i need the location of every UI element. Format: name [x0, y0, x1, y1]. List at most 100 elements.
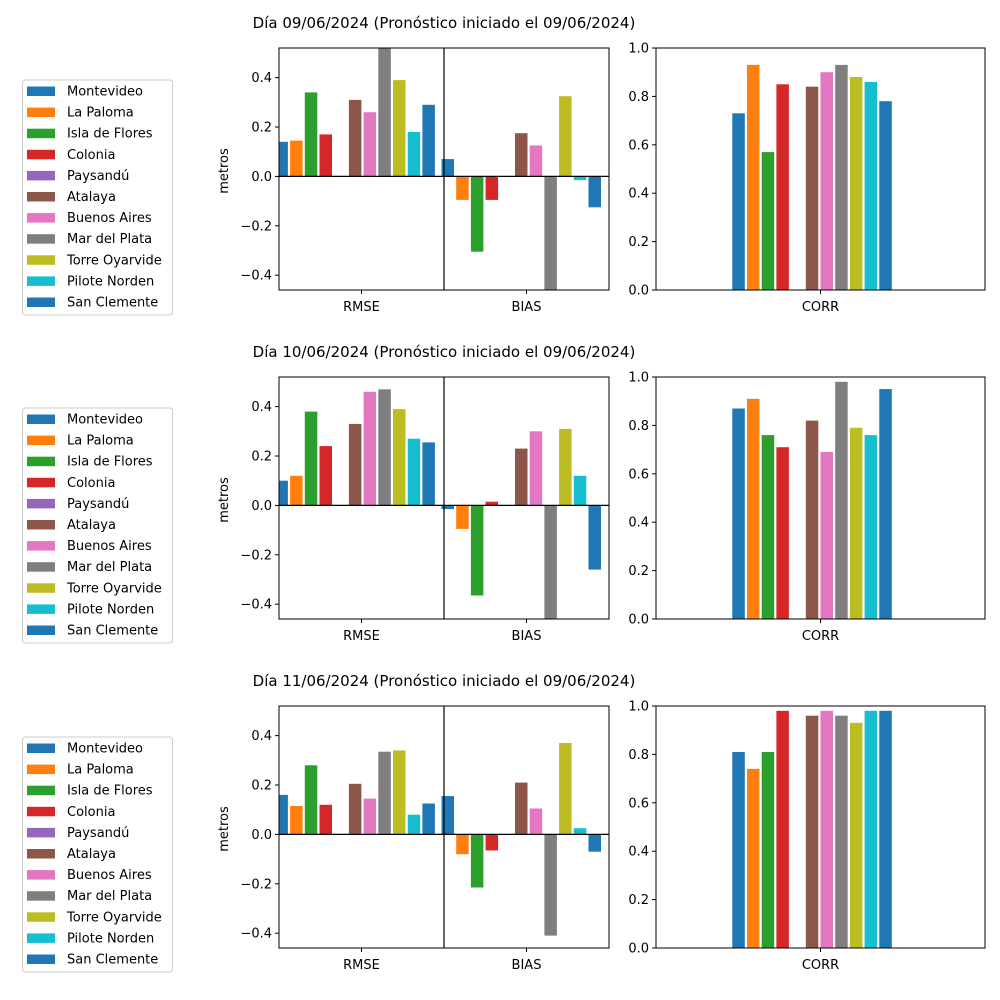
bias-bar-montevideo: [441, 505, 454, 510]
error-ytick-label: 0.4: [251, 400, 272, 415]
legend-label: Torre Oyarvide: [66, 253, 162, 268]
rmse-bar-la-paloma: [290, 140, 303, 177]
legend: Montevideo La Paloma Isla de Flores Colonia…: [22, 79, 173, 316]
rmse-bar-torre-oyarvide: [393, 80, 406, 177]
legend-label: Mar del Plata: [67, 889, 152, 904]
corr-bar-pilote-norden: [864, 710, 878, 948]
legend-swatch: [27, 276, 55, 286]
bias-bar-isla-de-flores: [470, 505, 484, 596]
legend-label: Pilote Norden: [67, 602, 154, 617]
bias-bar-buenos-aires: [529, 808, 543, 835]
legend-swatch: [27, 107, 55, 118]
xtick-label-rmse: RMSE: [343, 958, 380, 973]
legend-swatch: [27, 498, 55, 509]
corr-bar-mar-del-plata: [835, 381, 848, 619]
bias-bar-san-clemente: [588, 505, 601, 570]
xtick-label-bias: BIAS: [512, 300, 542, 315]
legend-swatch: [27, 297, 55, 307]
rmse-bar-mar-del-plata: [378, 751, 391, 835]
error-ytick-label: −0.2: [240, 548, 272, 563]
rmse-bar-buenos-aires: [363, 798, 377, 835]
legend-swatch: [27, 435, 55, 446]
legend-swatch: [27, 562, 55, 572]
legend-frame: [22, 736, 173, 973]
bias-bar-buenos-aires: [529, 431, 543, 506]
legend-swatch: [27, 933, 55, 943]
corr-bars: [732, 64, 892, 290]
legend-swatch: [27, 785, 55, 796]
bias-bar-isla-de-flores: [470, 834, 484, 888]
legend-label: Colonia: [67, 805, 115, 820]
xtick-label-corr: CORR: [802, 629, 839, 644]
corr-bar-atalaya: [805, 86, 819, 290]
rmse-bar-torre-oyarvide: [393, 750, 406, 835]
corr-ytick-label: 0.4: [628, 187, 649, 202]
legend-swatch: [27, 414, 55, 424]
error-ytick-label: 0.0: [251, 828, 272, 843]
subplot-1: Día 09/06/2024 (Pronóstico iniciado el 0…: [22, 14, 986, 316]
legend-label: Pilote Norden: [67, 274, 154, 289]
legend-swatch: [27, 625, 55, 635]
corr-ytick-label: 0.0: [628, 613, 649, 628]
corr-ytick-label: 0.0: [628, 284, 649, 299]
legend-label: Paysandú: [67, 826, 129, 841]
corr-ytick-label: 0.4: [628, 845, 649, 860]
legend-label: Isla de Flores: [67, 784, 153, 799]
error-axes-frame: [278, 376, 610, 620]
rmse-bar-buenos-aires: [363, 391, 377, 506]
rmse-bar-atalaya: [348, 423, 362, 506]
corr-bar-mar-del-plata: [835, 715, 848, 948]
bias-bar-mar-del-plata: [544, 176, 557, 290]
legend-label: Buenos Aires: [67, 211, 152, 226]
bias-bar-atalaya: [515, 782, 528, 835]
legend-swatch: [27, 234, 55, 244]
legend-label: Montevideo: [67, 85, 143, 100]
rmse-bar-pilote-norden: [407, 438, 421, 506]
legend-swatch: [27, 827, 55, 838]
xtick-label-rmse: RMSE: [343, 629, 380, 644]
corr-bar-isla-de-flores: [761, 435, 775, 619]
legend-label: Colonia: [67, 476, 115, 491]
bias-bar-la-paloma: [456, 505, 469, 529]
error-ytick-label: 0.2: [251, 450, 272, 465]
error-ytick-label: −0.4: [240, 269, 272, 284]
legend-frame: [22, 79, 173, 316]
legend-label: Isla de Flores: [67, 455, 153, 470]
legend-label: San Clemente: [67, 296, 158, 311]
bias-bar-buenos-aires: [529, 145, 543, 177]
corr-bar-la-paloma: [747, 398, 760, 619]
legend-label: Buenos Aires: [67, 868, 152, 883]
corr-bar-mar-del-plata: [835, 64, 848, 290]
rmse-bar-san-clemente: [422, 442, 435, 506]
rmse-bar-montevideo: [279, 794, 288, 835]
rmse-bar-mar-del-plata: [378, 48, 391, 177]
rmse-bar-torre-oyarvide: [393, 409, 406, 506]
corr-bar-colonia: [776, 447, 789, 619]
legend-swatch: [27, 520, 55, 530]
corr-ytick-label: 0.6: [628, 138, 649, 153]
error-ytick-label: 0.0: [251, 170, 272, 185]
bias-bar-san-clemente: [588, 834, 601, 852]
legend-swatch: [27, 743, 55, 753]
corr-bar-colonia: [776, 84, 789, 290]
error-ytick-label: 0.2: [251, 779, 272, 794]
corr-ytick-label: 0.2: [628, 893, 649, 908]
legend-swatch: [27, 806, 55, 817]
corr-bar-san-clemente: [879, 710, 892, 948]
rmse-bar-pilote-norden: [407, 132, 421, 177]
bias-bar-torre-oyarvide: [559, 743, 572, 835]
error-ytick-label: −0.2: [240, 877, 272, 892]
corr-ytick-label: 1.0: [628, 42, 649, 57]
error-ytick-label: 0.2: [251, 121, 272, 136]
legend-swatch: [27, 192, 55, 202]
error-bars: [279, 743, 601, 936]
legend-label: San Clemente: [67, 953, 158, 968]
corr-ytick-label: 1.0: [628, 371, 649, 386]
legend-label: Buenos Aires: [67, 539, 152, 554]
legend-swatch: [27, 255, 55, 265]
corr-bar-pilote-norden: [864, 81, 878, 290]
rmse-bar-atalaya: [348, 783, 362, 835]
legend-label: Isla de Flores: [67, 127, 153, 142]
error-bars: [279, 48, 601, 290]
rmse-bar-san-clemente: [422, 104, 435, 177]
